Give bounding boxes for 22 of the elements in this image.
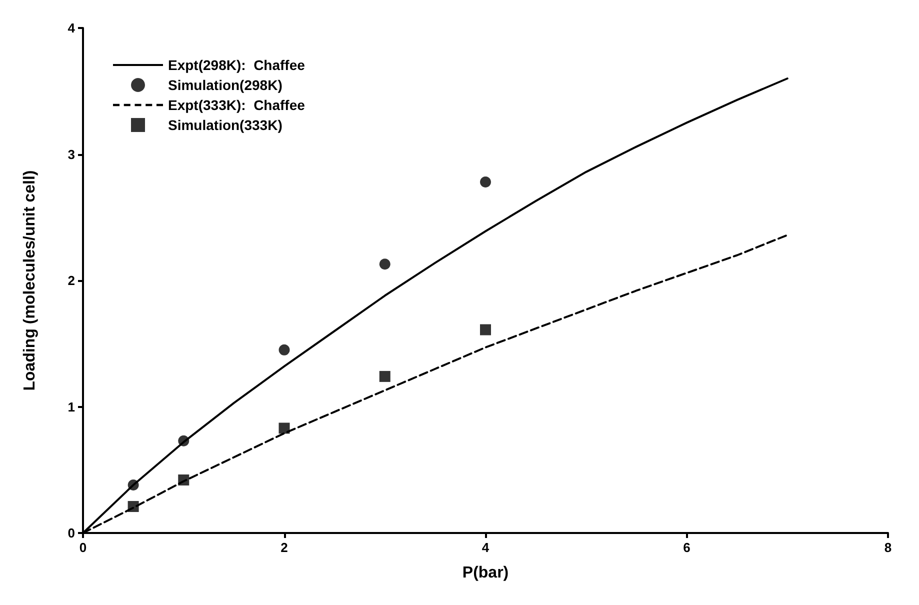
x-tick-label: 2 [280,540,288,555]
y-tick-label: 0 [68,526,75,540]
point [278,344,290,356]
y-tick-label: 1 [68,399,75,414]
point [278,422,290,434]
point [379,258,390,270]
x-axis-title: P(bar) [462,564,509,582]
x-tick-label: 0 [79,540,87,555]
point [379,370,390,382]
x-tick-label: 4 [482,540,490,555]
x-tick-label: 6 [683,540,690,555]
legend-label: Simulation(298K) [168,77,282,93]
y-tick-label: 4 [68,20,76,36]
legend-label: Expt(298K): Chaffee [168,57,306,73]
legend-label: Simulation(333K) [168,117,282,133]
y-tick-label: 3 [68,146,75,162]
point [480,324,491,336]
y-axis-title: Loading (molecules/unit cell) [22,170,38,391]
x-tick-label: 8 [884,540,892,555]
legend-label: Expt(333K): Chaffee [168,97,306,113]
y-tick-label: 2 [68,273,75,288]
point [480,176,491,188]
